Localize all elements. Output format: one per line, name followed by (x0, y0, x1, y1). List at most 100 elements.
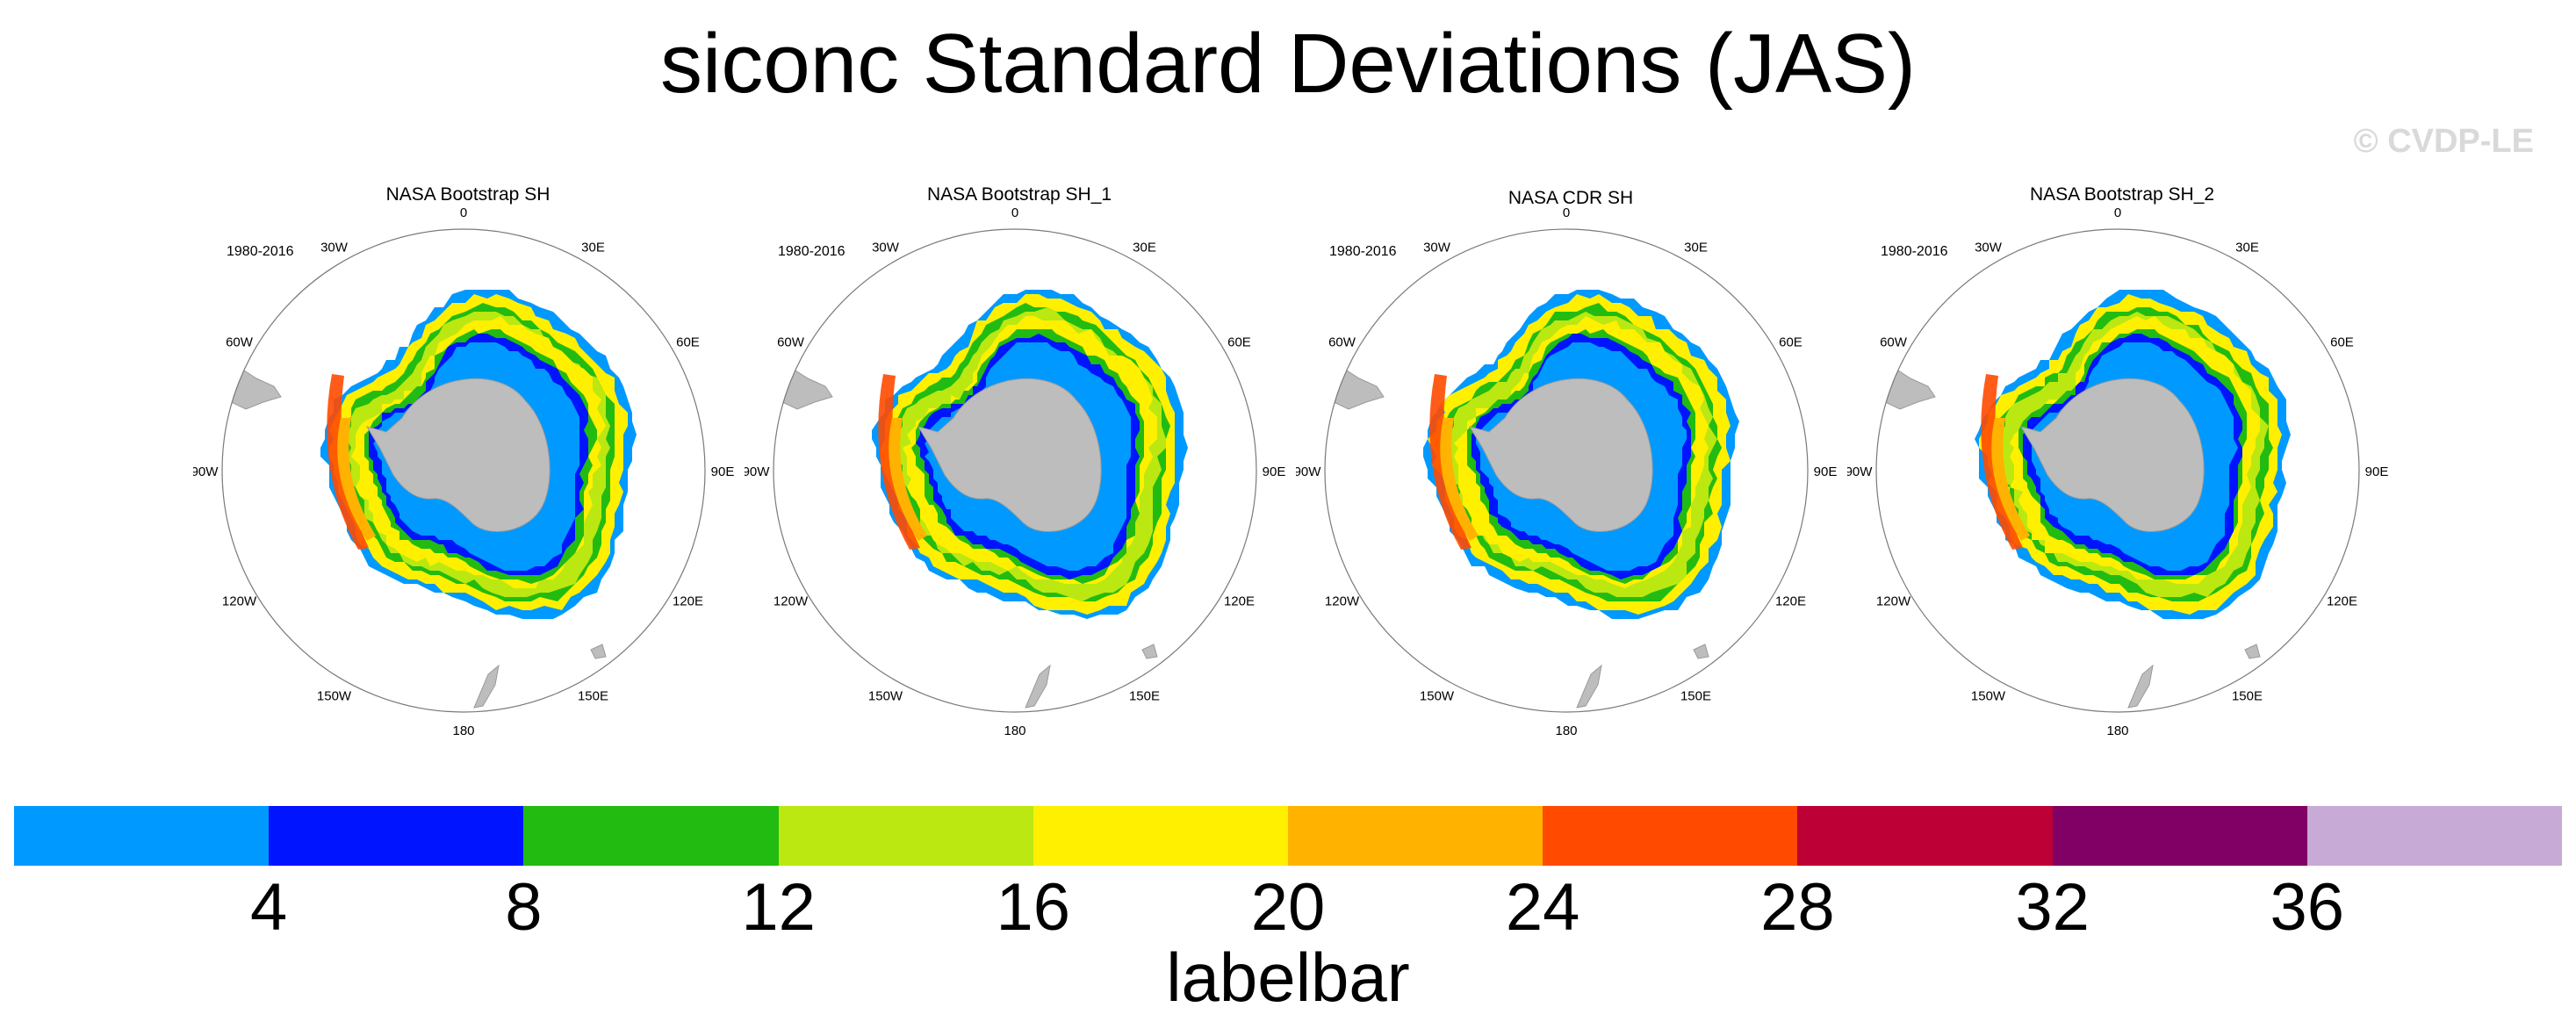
antarctica-landmass (1468, 378, 1653, 533)
colorbar (14, 806, 2563, 866)
high-variability-streak (1440, 418, 1479, 541)
sea-ice-field (1876, 290, 2291, 709)
panel-period: 1980-2016 (1881, 244, 1948, 259)
panel-period: 1980-2016 (227, 244, 294, 259)
longitude-label: 90E (711, 464, 735, 479)
longitude-label: 60E (2330, 335, 2354, 350)
colorbar-swatch-3 (778, 806, 1033, 866)
colorbar-tick-label: 8 (505, 870, 543, 945)
panel-period: 1980-2016 (778, 244, 845, 259)
polar-map: 0 30E 60E 90E 120E 150E 180 150W 120W 90W 60W 30W (1847, 205, 2389, 738)
sea-ice-field (774, 290, 1188, 709)
longitude-label: 30W (872, 241, 900, 255)
colorbar-swatch-7 (1797, 806, 2053, 866)
longitude-label: 180 (1004, 723, 1025, 738)
longitude-label: 150E (1129, 688, 1160, 703)
longitude-label: 180 (452, 723, 474, 738)
map-boundary (1324, 228, 1809, 713)
longitude-label: 90E (1814, 464, 1838, 479)
polar-map: 0 30E 60E 90E 120E 150E 180 150W 120W 90W 60W 30W (745, 205, 1286, 738)
colorbar-swatch-9 (2306, 806, 2563, 866)
longitude-label: 60W (1328, 335, 1356, 350)
longitude-label: 90W (193, 464, 219, 479)
longitude-label: 30W (320, 241, 349, 255)
longitude-label: 90W (745, 464, 770, 479)
longitude-label: 60E (1779, 335, 1802, 350)
longitude-label: 0 (1563, 205, 1570, 220)
high-variability-streak (1991, 418, 2030, 541)
colorbar-swatch-6 (1543, 806, 1798, 866)
map-panel-2: 0 30E 60E 90E 120E 150E 180 150W 120W 90W 60W 30W N… (745, 176, 1294, 738)
high-variability-streak (889, 418, 927, 541)
panel-title: NASA CDR SH (1507, 188, 1634, 208)
longitude-label: 0 (460, 205, 467, 220)
longitude-label: 60E (1227, 335, 1251, 350)
colorbar-tick-label: 4 (250, 870, 288, 945)
tasmania-landmass (1141, 644, 1158, 659)
colorbar-tick-label: 12 (741, 870, 816, 945)
longitude-label: 60E (676, 335, 700, 350)
panel-title: NASA Bootstrap SH_2 (2029, 184, 2215, 205)
sea-ice-field (222, 290, 637, 709)
longitude-label: 150E (1680, 688, 1711, 703)
longitude-label: 150W (1971, 688, 2006, 703)
antarctica-landmass (365, 378, 550, 533)
longitude-label: 150E (2232, 688, 2263, 703)
colorbar-swatch-1 (269, 806, 524, 866)
high-variability-streak (337, 418, 376, 541)
longitude-label: 30E (2235, 241, 2259, 255)
longitude-label: 90W (1847, 464, 1873, 479)
tasmania-landmass (1693, 644, 1709, 659)
cvdp-le-watermark: © CVDP-LE (2353, 123, 2534, 160)
longitude-label: 90E (1263, 464, 1286, 479)
map-boundary (1875, 228, 2360, 713)
longitude-label: 30E (1133, 241, 1156, 255)
longitude-label: 120E (2327, 594, 2357, 609)
antarctica-landmass (917, 378, 1102, 533)
panel-title: NASA Bootstrap SH (385, 184, 550, 205)
longitude-label: 0 (1011, 205, 1018, 220)
high-variability-streak (878, 374, 920, 550)
colorbar-swatch-5 (1288, 806, 1543, 866)
longitude-label: 120W (1325, 594, 1360, 609)
new-zealand-landmass (1025, 664, 1051, 709)
new-zealand-landmass (473, 664, 500, 709)
panel-title: NASA Bootstrap SH_1 (926, 184, 1112, 205)
colorbar-swatch-4 (1033, 806, 1289, 866)
map-panel-3: 0 30E 60E 90E 120E 150E 180 150W 120W 90W 60W 30W N… (1296, 176, 1846, 738)
longitude-label: 30W (1975, 241, 2003, 255)
polar-map: 0 30E 60E 90E 120E 150E 180 150W 120W 90W 60W 30W (193, 205, 735, 738)
south-america-landmass (222, 346, 282, 410)
longitude-label: 90W (1296, 464, 1321, 479)
colorbar-tick-label: 16 (996, 870, 1071, 945)
longitude-label: 120E (1224, 594, 1255, 609)
tasmania-landmass (590, 644, 607, 659)
high-variability-streak (1429, 374, 1471, 550)
longitude-label: 0 (2114, 205, 2121, 220)
longitude-label: 150E (578, 688, 608, 703)
longitude-label: 180 (1555, 723, 1577, 738)
colorbar-tick-label: 20 (1250, 870, 1326, 945)
longitude-label: 30W (1423, 241, 1451, 255)
map-boundary (221, 228, 706, 713)
longitude-label: 30E (581, 241, 605, 255)
high-variability-streak (1981, 374, 2023, 550)
longitude-label: 150W (1420, 688, 1455, 703)
south-america-landmass (1876, 346, 1936, 410)
colorbar-swatch-8 (2052, 806, 2307, 866)
colorbar-swatch-2 (523, 806, 779, 866)
high-variability-streak (327, 374, 369, 550)
longitude-label: 90E (2365, 464, 2389, 479)
new-zealand-landmass (1576, 664, 1602, 709)
colorbar-tick-label: 36 (2270, 870, 2345, 945)
map-panel-1: 0 30E 60E 90E 120E 150E 180 150W 120W 90W 60W 30W N… (193, 176, 743, 738)
map-boundary (773, 228, 1257, 713)
south-america-landmass (774, 346, 833, 410)
panel-period: 1980-2016 (1329, 244, 1397, 259)
longitude-label: 120W (222, 594, 257, 609)
colorbar-tick-label: 28 (1760, 870, 1835, 945)
longitude-label: 30E (1684, 241, 1708, 255)
new-zealand-landmass (2127, 664, 2154, 709)
polar-map: 0 30E 60E 90E 120E 150E 180 150W 120W 90W 60W 30W (1296, 205, 1838, 738)
longitude-label: 60W (1880, 335, 1908, 350)
